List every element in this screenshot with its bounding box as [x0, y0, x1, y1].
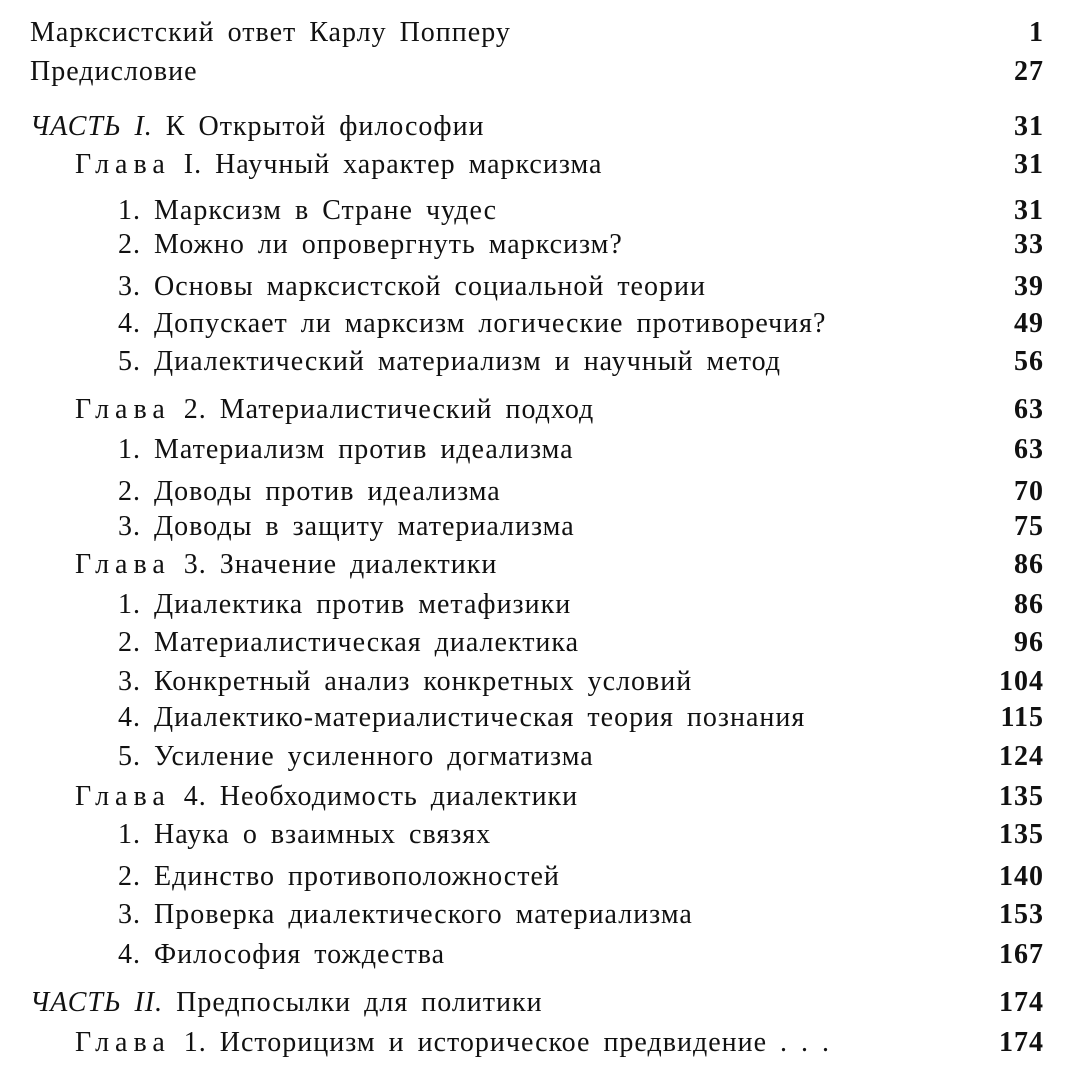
page-number: 174: [999, 1027, 1044, 1058]
page-number: 31: [1014, 149, 1044, 180]
page-number: 1: [1029, 17, 1044, 48]
section-entry: 5. Диалектический материализм и научный …: [0, 343, 1080, 381]
section-title: 1. Наука о взаимных связях: [118, 819, 492, 850]
section-entry: 3. Доводы в защиту материализма 75: [0, 508, 1080, 546]
chapter-prefix: Глава: [75, 149, 171, 180]
chapter-heading: Глава 4. Необходимость диалектики 135: [0, 778, 1080, 816]
section-title: 3. Конкретный анализ конкретных условий: [118, 666, 693, 697]
page-number: 167: [999, 939, 1044, 970]
page-number: 31: [1014, 195, 1044, 226]
section-title: 2. Материалистическая диалектика: [118, 627, 580, 658]
section-title: 3. Доводы в защиту материализма: [118, 511, 575, 542]
section-entry: 3. Конкретный анализ конкретных условий 1…: [0, 663, 1080, 701]
section-title: 3. Основы марксистской социальной теории: [118, 271, 706, 302]
chapter-prefix: Глава: [75, 394, 171, 425]
section-entry: 1. Диалектика против метафизики 86: [0, 586, 1080, 624]
section-entry: 2. Можно ли опровергнуть марксизм? 33: [0, 226, 1080, 264]
section-entry: 2. Единство противоположностей 140: [0, 858, 1080, 896]
page-number: 63: [1014, 394, 1044, 425]
toc-entry: Марксистский ответ Карлу Попперу 1: [0, 14, 1080, 52]
part-label: ЧАСТЬ I.: [30, 111, 153, 142]
part-heading: ЧАСТЬ I. К Открытой философии 31: [0, 108, 1080, 146]
section-entry: 2. Доводы против идеализма 70: [0, 473, 1080, 511]
page-number: 33: [1014, 229, 1044, 260]
section-title: 5. Усиление усиленного догматизма: [118, 741, 594, 772]
chapter-title: I. Научный характер марксизма: [183, 149, 603, 180]
page-number: 153: [999, 899, 1044, 930]
page-number: 140: [999, 861, 1044, 892]
page-number: 49: [1014, 308, 1044, 339]
entry-title: Марксистский ответ Карлу Попперу: [30, 17, 511, 48]
chapter-title: 2. Материалистический подход: [183, 394, 595, 425]
part-heading: ЧАСТЬ II. Предпосылки для политики 174: [0, 984, 1080, 1022]
chapter-title: 1. Историцизм и историческое предвидение…: [183, 1027, 831, 1058]
chapter-title: 3. Значение диалектики: [183, 549, 498, 580]
chapter-prefix: Глава: [75, 1027, 171, 1058]
part-label: ЧАСТЬ II.: [30, 987, 164, 1018]
section-title: 1. Марксизм в Стране чудес: [118, 195, 498, 226]
section-title: 4. Допускает ли марксизм логические прот…: [118, 308, 827, 339]
page-number: 174: [999, 987, 1044, 1018]
section-entry: 1. Наука о взаимных связях 135: [0, 816, 1080, 854]
page-number: 75: [1014, 511, 1044, 542]
chapter-title: 4. Необходимость диалектики: [183, 781, 579, 812]
page-number: 39: [1014, 271, 1044, 302]
part-title: Предпосылки для политики: [176, 987, 543, 1018]
section-entry: 4. Философия тождества 167: [0, 936, 1080, 974]
section-title: 2. Единство противоположностей: [118, 861, 560, 892]
page-number: 124: [999, 741, 1044, 772]
section-entry: 1. Материализм против идеализма 63: [0, 431, 1080, 469]
part-title: К Открытой философии: [165, 111, 485, 142]
page-number: 31: [1014, 111, 1044, 142]
section-entry: 4. Допускает ли марксизм логические прот…: [0, 305, 1080, 343]
page-number: 86: [1014, 549, 1044, 580]
section-entry: 3. Проверка диалектического материализма…: [0, 896, 1080, 934]
section-title: 4. Диалектико-материалистическая теория …: [118, 702, 806, 733]
section-entry: 3. Основы марксистской социальной теории…: [0, 268, 1080, 306]
section-title: 5. Диалектический материализм и научный …: [118, 346, 782, 377]
page-number: 115: [1000, 702, 1044, 733]
section-title: 2. Доводы против идеализма: [118, 476, 501, 507]
section-title: 1. Диалектика против метафизики: [118, 589, 572, 620]
page-number: 70: [1014, 476, 1044, 507]
section-entry: 1. Марксизм в Стране чудес 31: [0, 192, 1080, 230]
chapter-heading: Глава 2. Материалистический подход 63: [0, 391, 1080, 429]
page-number: 135: [999, 781, 1044, 812]
page-number: 56: [1014, 346, 1044, 377]
chapter-heading: Глава I. Научный характер марксизма 31: [0, 146, 1080, 184]
page-number: 27: [1014, 56, 1044, 87]
section-entry: 5. Усиление усиленного догматизма 124: [0, 738, 1080, 776]
toc-entry: Предисловие 27: [0, 53, 1080, 91]
chapter-heading: Глава 1. Историцизм и историческое предв…: [0, 1024, 1080, 1062]
page-number: 86: [1014, 589, 1044, 620]
section-entry: 4. Диалектико-материалистическая теория …: [0, 699, 1080, 737]
section-title: 2. Можно ли опровергнуть марксизм?: [118, 229, 623, 260]
page-number: 104: [999, 666, 1044, 697]
page-number: 135: [999, 819, 1044, 850]
entry-title: Предисловие: [30, 56, 198, 87]
chapter-prefix: Глава: [75, 781, 171, 812]
section-title: 1. Материализм против идеализма: [118, 434, 574, 465]
section-title: 3. Проверка диалектического материализма: [118, 899, 693, 930]
chapter-heading: Глава 3. Значение диалектики 86: [0, 546, 1080, 584]
section-entry: 2. Материалистическая диалектика 96: [0, 624, 1080, 662]
page-number: 96: [1014, 627, 1044, 658]
section-title: 4. Философия тождества: [118, 939, 446, 970]
page-number: 63: [1014, 434, 1044, 465]
chapter-prefix: Глава: [75, 549, 171, 580]
